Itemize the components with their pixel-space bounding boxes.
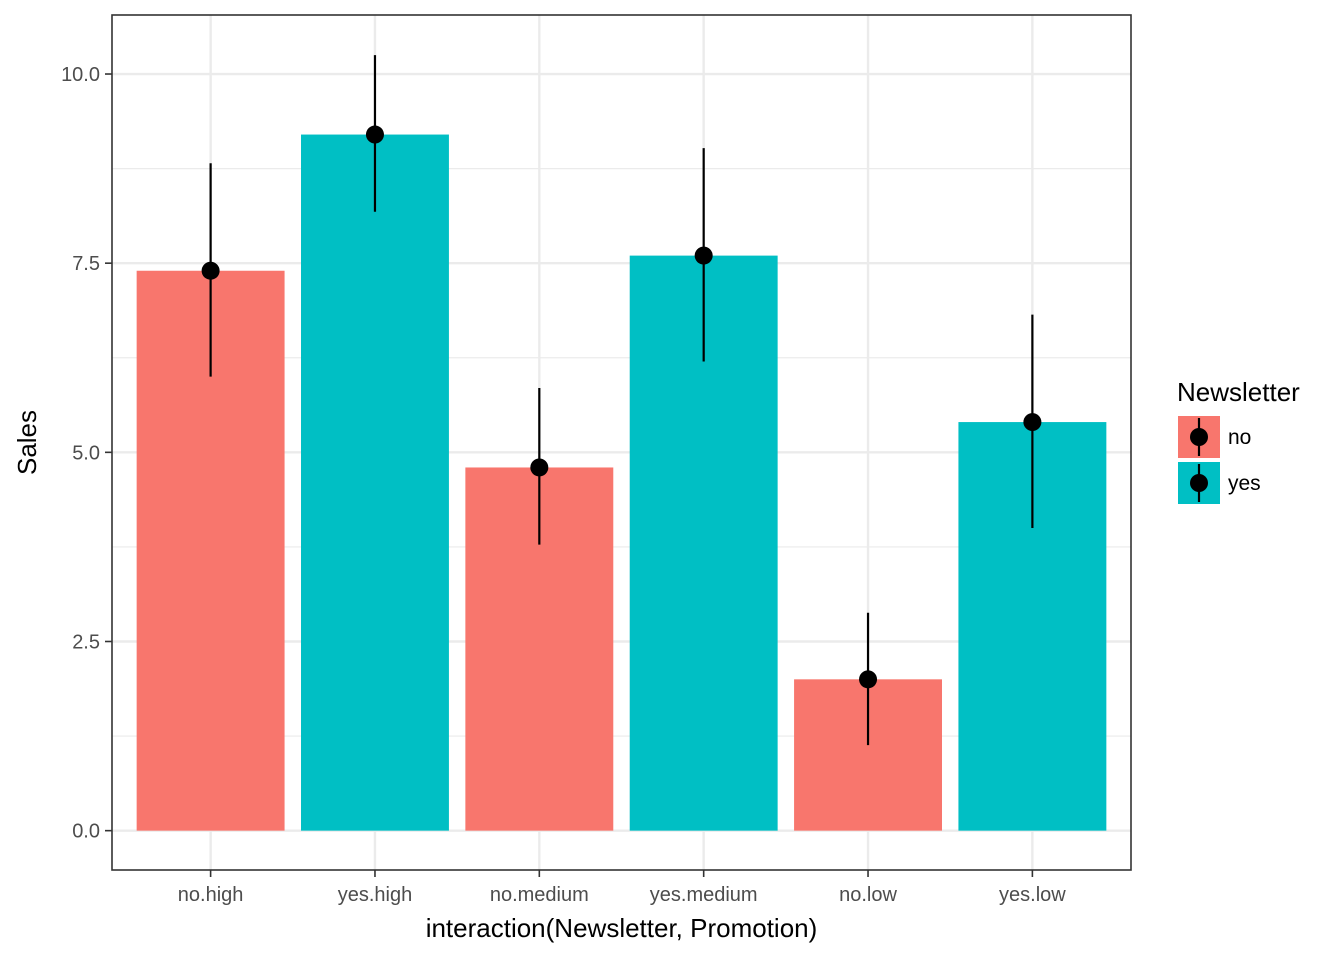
panel-border [111,14,1132,871]
x-tick-label: yes.medium [650,884,758,906]
x-tick-label: no.high [178,884,244,906]
mean-point-no.low [859,670,878,689]
mean-points [201,125,1042,689]
bars [136,134,1107,831]
legend-label-no: no [1228,426,1251,449]
mean-point-yes.low [1023,413,1042,432]
x-tick-label: no.medium [490,884,589,906]
x-axis-title: interaction(Newsletter, Promotion) [426,913,818,943]
y-tick-label: 0.0 [72,821,100,843]
y-tick-label: 2.5 [72,631,100,653]
y-axis-title: Sales [12,410,42,475]
y-tick-label: 7.5 [72,253,100,275]
y-tick-label: 10.0 [61,64,100,86]
legend-title: Newsletter [1177,377,1300,407]
mean-point-no.medium [530,458,549,477]
legend-label-yes: yes [1228,472,1261,495]
bar-yes.high [301,134,449,831]
axes: 0.0 2.5 5.0 7.5 10.0 no.high yes.high no.medium… [61,64,1066,906]
legend: Newsletter no yes [1177,377,1300,504]
legend-key-point [1190,428,1208,446]
mean-point-yes.medium [694,246,713,265]
mean-point-no.high [201,261,220,280]
x-tick-label: yes.high [338,884,413,906]
x-tick-label: no.low [839,884,897,906]
mean-point-yes.high [365,125,384,144]
y-tick-label: 5.0 [72,442,100,464]
legend-key-point [1190,474,1208,492]
x-tick-label: yes.low [999,884,1066,906]
